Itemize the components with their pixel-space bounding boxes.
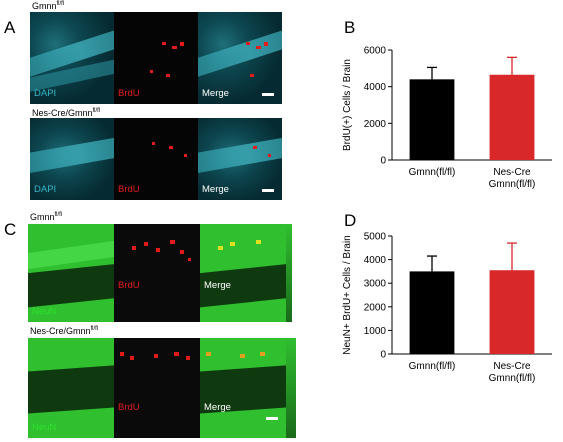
panel-c-row2-images: NeuN BrdU Merge [28, 338, 296, 438]
brdu-image: BrdU [114, 12, 198, 104]
dapi-label: DAPI [34, 88, 57, 99]
bar-chart-neun-brdu-cells: NeuN+ BrdU+ Cells / Brain 0 1000 2000 3000 40… [342, 232, 552, 384]
merge-label: Merge [202, 88, 229, 99]
bar [489, 74, 535, 160]
y-tick-label: 0 [380, 350, 386, 361]
y-tick-label: 2000 [364, 302, 387, 313]
brdu-label: BrdU [118, 280, 140, 291]
bar-chart-brdu-cells: BrdU(+) Cells / Brain 0 2000 4000 6000 Gmnn(f… [342, 46, 552, 190]
x-tick-label: Gmnn(fl/fl) [489, 373, 536, 384]
y-axis-label: NeuN+ BrdU+ Cells / Brain [342, 235, 353, 355]
brdu-image: BrdU [114, 118, 198, 200]
neun-image: NeuN [28, 338, 114, 438]
panel-letter-a: A [4, 18, 16, 37]
merge-image: Merge [200, 338, 286, 438]
merge-label: Merge [204, 402, 231, 413]
bar [409, 271, 455, 354]
scale-bar [262, 93, 274, 96]
brdu-image: BrdU [114, 224, 200, 322]
bar [489, 270, 535, 354]
panel-c-row1-genotype: Gmnnfl/fl [30, 212, 63, 222]
neun-image: NeuN [28, 224, 114, 322]
x-tick-label: Nes-Cre [493, 167, 531, 178]
brdu-label: BrdU [118, 184, 140, 195]
merge-label: Merge [202, 184, 229, 195]
dapi-label: DAPI [34, 184, 57, 195]
panel-a-row2-images: DAPI BrdU Merge [30, 118, 282, 200]
y-tick-label: 0 [380, 156, 386, 167]
x-tick-label: Gmnn(fl/fl) [489, 179, 536, 190]
dapi-image: DAPI [30, 12, 114, 104]
merge-image: Merge [200, 224, 286, 322]
y-tick-label: 3000 [364, 279, 387, 290]
y-tick-label: 6000 [364, 46, 387, 57]
panel-c-row2-genotype: Nes-Cre/Gmnnfl/fl [30, 326, 99, 336]
x-tick-label: Gmnn(fl/fl) [409, 361, 456, 372]
panel-letter-d: D [344, 211, 357, 230]
brdu-label: BrdU [118, 402, 140, 413]
panel-c-row1-images: NeuN BrdU Merge [28, 224, 292, 322]
y-tick-label: 2000 [364, 119, 387, 130]
y-axis-label: BrdU(+) Cells / Brain [342, 59, 353, 151]
x-tick-label: Nes-Cre [493, 361, 531, 372]
x-tick-label: Gmnn(fl/fl) [409, 167, 456, 178]
panel-a-row1-genotype: Gmnnfl/fl [32, 1, 65, 11]
merge-label: Merge [204, 280, 231, 291]
dapi-image: DAPI [30, 118, 114, 200]
orthogonal-strip [286, 224, 292, 322]
neun-label: NeuN [32, 422, 57, 433]
merge-image: Merge [198, 118, 282, 200]
y-tick-label: 5000 [364, 232, 387, 243]
orthogonal-strip [286, 338, 296, 438]
panel-a-row2-genotype: Nes-Cre/Gmnnfl/fl [32, 108, 101, 118]
panel-letter-b: B [344, 18, 356, 37]
y-tick-label: 1000 [364, 326, 387, 337]
neun-label: NeuN [32, 306, 57, 317]
bar [409, 79, 455, 160]
scale-bar [262, 189, 274, 192]
panel-letter-c: C [4, 220, 17, 239]
y-tick-label: 4000 [364, 82, 387, 93]
scale-bar [266, 417, 278, 420]
brdu-image: BrdU [114, 338, 200, 438]
brdu-label: BrdU [118, 88, 140, 99]
merge-image: Merge [198, 12, 282, 104]
panel-a-row1-images: DAPI BrdU Merge [30, 12, 282, 104]
y-tick-label: 4000 [364, 255, 387, 266]
